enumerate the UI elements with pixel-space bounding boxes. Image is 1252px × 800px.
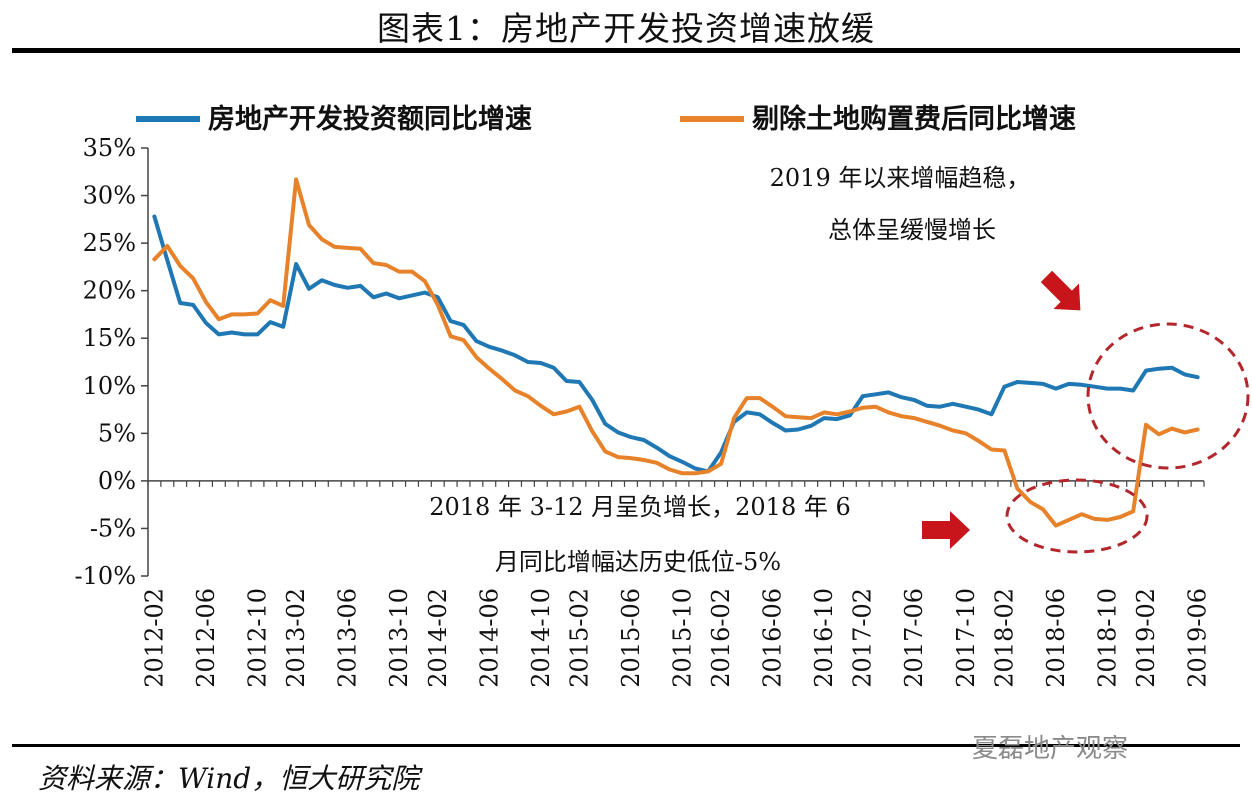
- x-tick-label: 2015-10: [668, 588, 696, 688]
- x-tick-label: 2015-02: [565, 588, 593, 688]
- series-layer: [152, 177, 1200, 528]
- annotation-bottom: 2018 年 3-12 月呈负增长，2018 年 6 月同比增幅达历史低位-5%: [429, 493, 851, 576]
- x-tick-label: 2017-10: [952, 588, 980, 688]
- footer-rule: [12, 744, 1240, 747]
- highlight-circle-2018: [1005, 478, 1149, 554]
- x-tick-label: 2017-06: [900, 588, 928, 688]
- x-tick-label: 2014-02: [424, 588, 452, 688]
- x-tick-label: 2019-06: [1184, 588, 1212, 688]
- y-tick-label: -10%: [75, 562, 136, 590]
- x-tick-label: 2018-06: [1042, 588, 1070, 688]
- annotation-top-line1: 2019 年以来增幅趋稳，: [770, 164, 1031, 192]
- series-line-blue: [152, 214, 1200, 474]
- x-tick-label: 2018-02: [990, 588, 1018, 688]
- x-tick-label: 2014-10: [527, 588, 555, 688]
- legend-label-orange: 剔除土地购置费后同比增速: [751, 103, 1076, 135]
- x-tick-label: 2017-02: [849, 588, 877, 688]
- x-tick-label: 2013-06: [334, 588, 362, 688]
- legend-label-blue: 房地产开发投资额同比增速: [208, 103, 532, 135]
- y-tick-label: -5%: [90, 514, 136, 542]
- series-line-orange: [152, 177, 1200, 528]
- figure-title: 图表1：房地产开发投资增速放缓: [377, 9, 875, 48]
- source-note: 资料来源：Wind，恒大研究院: [38, 762, 420, 795]
- arrow-right-icon: [922, 511, 970, 549]
- annotation-top-line2: 总体呈缓慢增长: [828, 216, 996, 244]
- x-tick-label: 2014-06: [475, 588, 503, 688]
- x-tick-label: 2016-06: [759, 588, 787, 688]
- annotation-bottom-line2: 月同比增幅达历史低位-5%: [495, 548, 781, 576]
- y-tick-label: 20%: [83, 277, 136, 305]
- x-tick-label: 2018-10: [1093, 588, 1121, 688]
- legend: 房地产开发投资额同比增速 剔除土地购置费后同比增速: [136, 103, 1076, 135]
- y-tick-label: 25%: [83, 229, 136, 257]
- y-tick-label: 0%: [98, 467, 136, 495]
- y-tick-label: 30%: [83, 182, 136, 210]
- y-tick-label: 10%: [83, 372, 136, 400]
- x-tick-label: 2013-02: [282, 588, 310, 688]
- annotation-bottom-line1: 2018 年 3-12 月呈负增长，2018 年 6: [429, 493, 851, 521]
- highlight-circle-2019: [1086, 322, 1250, 470]
- x-tick-label: 2016-02: [707, 588, 735, 688]
- y-tick-label: 15%: [83, 324, 136, 352]
- title-rule: [12, 48, 1240, 53]
- x-tick-label: 2012-02: [140, 588, 168, 688]
- watermark: 夏磊地产观察: [972, 734, 1129, 764]
- x-tick-label: 2019-02: [1132, 588, 1160, 688]
- line-chart: -10% -5% 0% 5% 10% 15% 20% 25% 30% 35% 2012-02 2012…: [75, 103, 1250, 688]
- x-tick-label: 2015-06: [617, 588, 645, 688]
- y-tick-label: 5%: [98, 419, 136, 447]
- x-tick-label: 2012-10: [243, 588, 271, 688]
- annotation-top: 2019 年以来增幅趋稳， 总体呈缓慢增长: [770, 164, 1031, 244]
- x-tick-label: 2013-10: [385, 588, 413, 688]
- x-tick-label: 2012-06: [192, 588, 220, 688]
- chart-axes: -10% -5% 0% 5% 10% 15% 20% 25% 30% 35% 2012-02 2012…: [75, 134, 1212, 688]
- x-tick-label: 2016-10: [810, 588, 838, 688]
- y-tick-label: 35%: [83, 134, 136, 162]
- arrow-down-right-icon: [1040, 270, 1081, 311]
